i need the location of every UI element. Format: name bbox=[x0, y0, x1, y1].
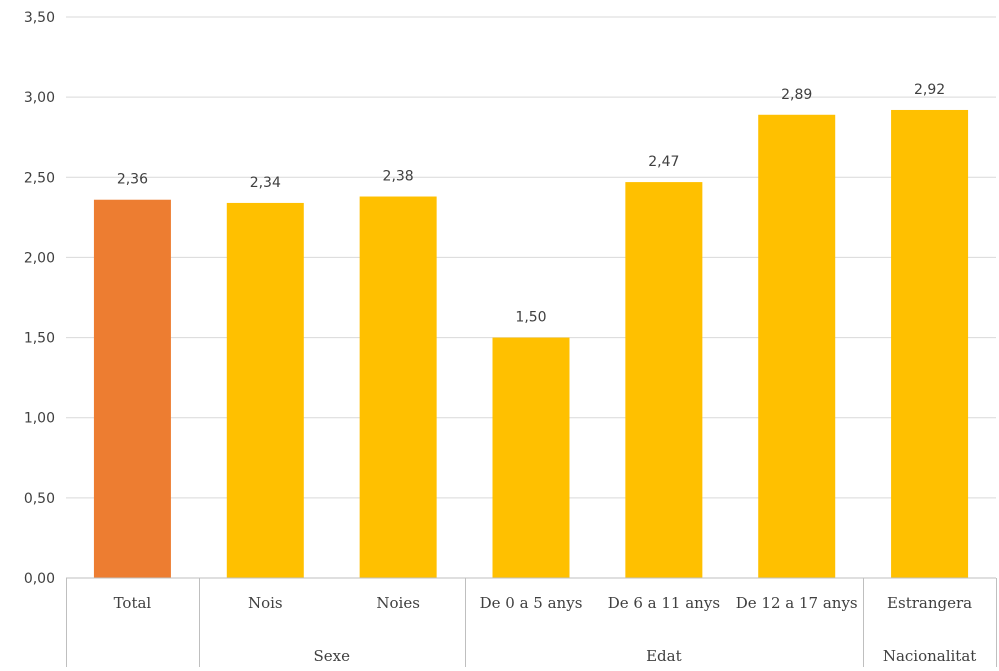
x-tick-label: De 6 a 11 anys bbox=[608, 594, 720, 612]
y-tick-label: 3,00 bbox=[24, 90, 55, 106]
y-tick-label: 0,50 bbox=[24, 491, 55, 507]
bar bbox=[625, 182, 703, 578]
x-tick-label: Total bbox=[114, 594, 152, 612]
bar bbox=[359, 196, 437, 578]
y-tick-label: 3,50 bbox=[24, 10, 55, 26]
y-tick-label: 1,00 bbox=[24, 411, 55, 427]
y-tick-label: 0,00 bbox=[24, 571, 55, 587]
group-label: Sexe bbox=[313, 647, 350, 665]
x-tick-label: Estrangera bbox=[887, 594, 972, 612]
x-tick-label: De 0 a 5 anys bbox=[480, 594, 583, 612]
group-label: Nacionalitat bbox=[883, 647, 977, 665]
x-tick-label: De 12 a 17 anys bbox=[736, 594, 858, 612]
y-tick-label: 2,50 bbox=[24, 170, 55, 186]
data-label: 2,92 bbox=[914, 82, 945, 98]
bar bbox=[891, 109, 969, 579]
y-tick-label: 2,00 bbox=[24, 250, 55, 266]
data-label: 2,89 bbox=[781, 87, 812, 103]
bar bbox=[93, 199, 171, 578]
data-label: 1,50 bbox=[515, 310, 546, 326]
bar bbox=[492, 337, 570, 578]
group-label: Edat bbox=[646, 647, 682, 665]
bar bbox=[758, 114, 836, 578]
data-label: 2,36 bbox=[117, 172, 148, 188]
x-tick-label: Nois bbox=[248, 594, 283, 612]
bar bbox=[226, 202, 304, 578]
data-label: 2,47 bbox=[648, 154, 679, 170]
data-label: 2,38 bbox=[383, 169, 414, 185]
data-label: 2,34 bbox=[250, 175, 281, 191]
y-tick-label: 1,50 bbox=[24, 331, 55, 347]
x-tick-label: Noies bbox=[376, 594, 420, 612]
